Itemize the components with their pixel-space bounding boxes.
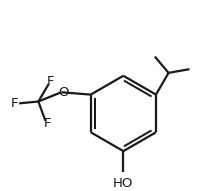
Text: F: F	[11, 97, 19, 110]
Text: HO: HO	[113, 177, 134, 190]
Text: F: F	[47, 75, 54, 88]
Text: F: F	[44, 117, 51, 129]
Text: O: O	[59, 86, 69, 99]
